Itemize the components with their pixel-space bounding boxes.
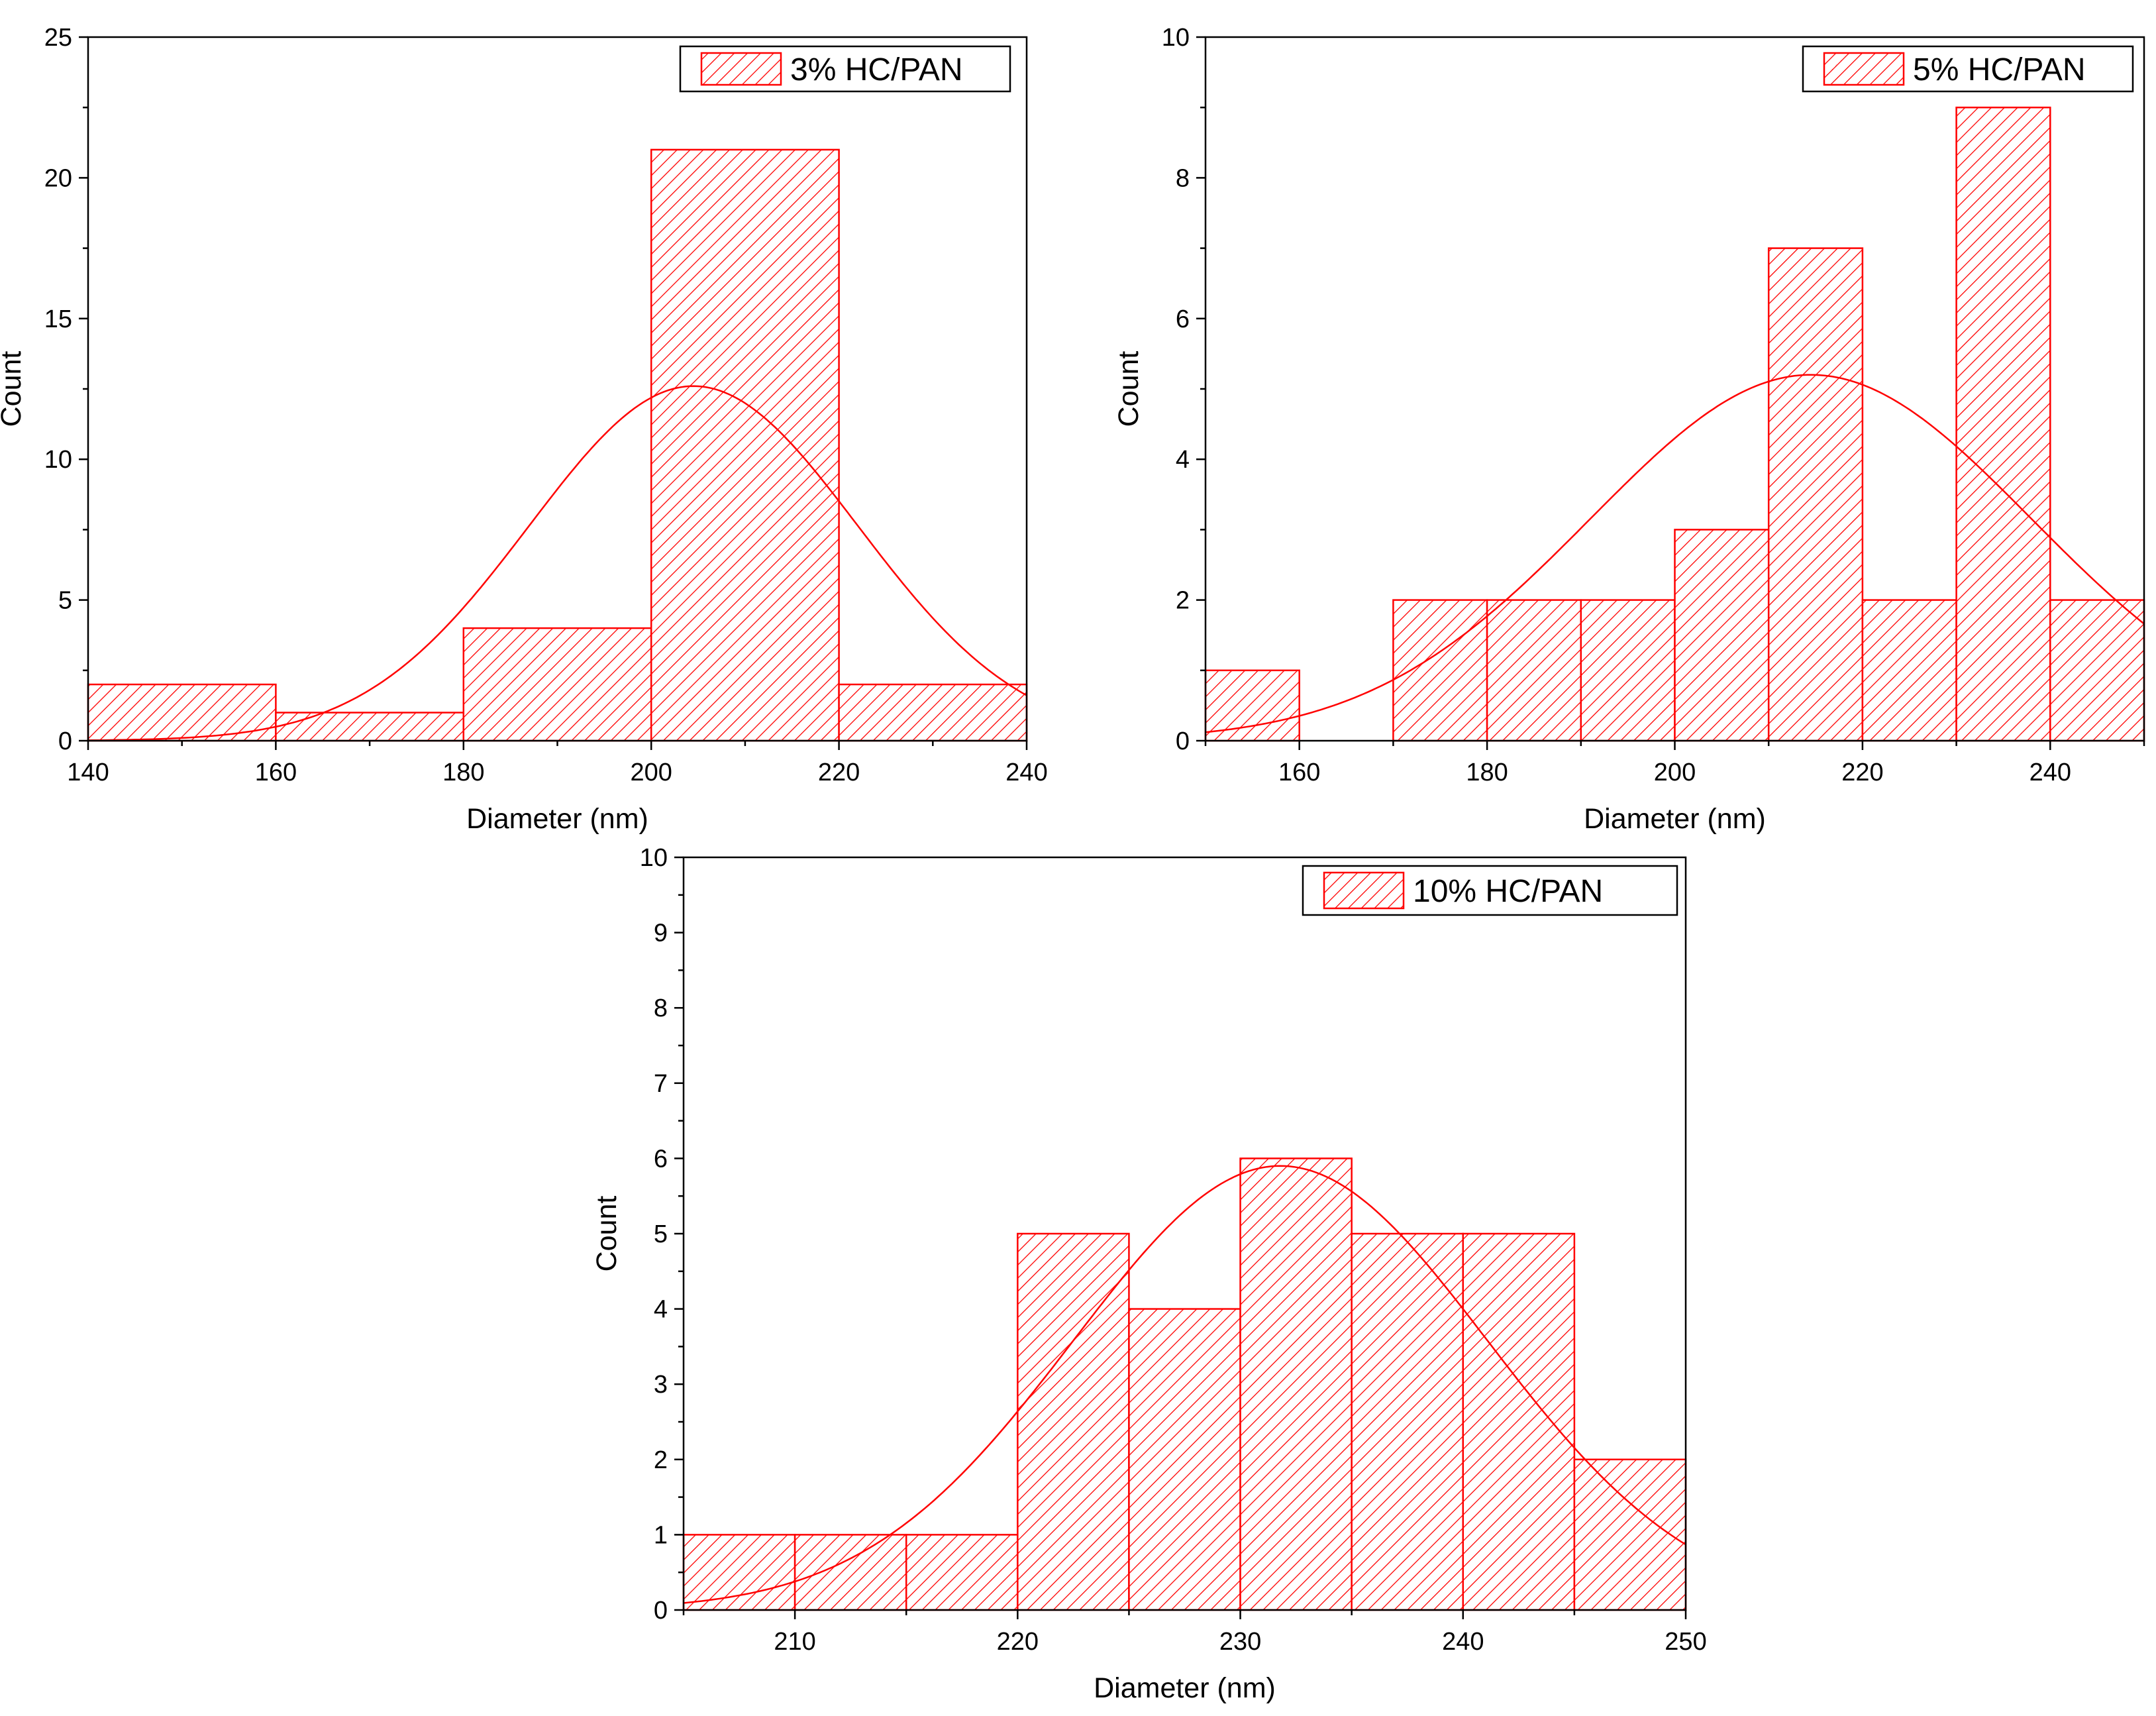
legend-swatch [1823,52,1905,86]
y-tick-label: 5 [654,1220,668,1248]
x-axis-title: Diameter (nm) [1094,1672,1276,1704]
histogram-bar [462,627,652,742]
histogram-bar [1392,599,1488,742]
y-tick-label: 3 [654,1371,668,1399]
histogram-panel-2: 160 180 200 220 240 0 2 4 6 8 10 Diameter (nm) Count… [1113,24,2145,835]
y-tick-label: 25 [44,24,72,52]
legend-label: 5% HC/PAN [1913,52,2086,87]
histogram-bar [905,1534,1019,1611]
histogram-bar [275,712,465,742]
y-tick-label: 2 [1176,587,1190,615]
histogram-bar [1462,1232,1576,1611]
y-tick-label: 6 [654,1145,668,1173]
y-tick-label: 15 [44,305,72,333]
normal-fit-curve [683,1165,1686,1604]
y-tick-label: 0 [654,1597,668,1625]
y-tick-label: 8 [1176,164,1190,192]
y-tick-label: 10 [640,844,668,872]
x-tick-label: 240 [1005,759,1047,786]
histogram-bar [1767,247,1864,742]
x-tick-label: 160 [1278,759,1320,786]
histogram-bar [1573,1458,1687,1611]
x-tick-label: 220 [818,759,860,786]
y-tick-label: 1 [654,1521,668,1549]
y-tick-label: 8 [654,994,668,1022]
y-tick-label: 2 [654,1446,668,1474]
x-tick-label: 220 [997,1628,1039,1656]
legend-label: 10% HC/PAN [1413,874,1603,909]
x-tick-label: 180 [442,759,484,786]
histogram-bar [794,1534,907,1611]
x-axis-title: Diameter (nm) [1584,803,1766,835]
y-tick-label: 10 [44,446,72,474]
x-tick-label: 210 [774,1628,815,1656]
histogram-bar [1955,106,2051,742]
y-tick-label: 5 [58,587,72,615]
histogram-panel-3: 210 220 230 240 250 0 1 2 3 4 5 6 7 8 9 10 Diameter (nm)… [591,844,1707,1704]
normal-fit-curve [87,385,1027,741]
legend: 5% HC/PAN [1802,45,2134,93]
histogram-bar [1580,599,1676,742]
y-tick-label: 20 [44,164,72,192]
histogram-bar [682,1534,796,1611]
histogram-bar [1861,599,1957,742]
x-tick-label: 200 [630,759,672,786]
x-tick-label: 160 [255,759,297,786]
x-tick-label: 140 [67,759,109,786]
x-tick-label: 200 [1654,759,1696,786]
y-tick-label: 10 [1162,24,1190,52]
histogram-bar [1128,1308,1241,1611]
histogram-bar [1486,599,1582,742]
y-tick-label: 4 [654,1296,668,1324]
legend-swatch [700,52,782,86]
histogram-bar [87,683,277,742]
y-axis-title: Count [591,1196,623,1272]
histogram-panel-1: 140 160 180 200 220 240 0 5 10 15 20 25 Diameter (nm… [0,24,1048,835]
x-tick-label: 240 [1442,1628,1484,1656]
legend: 10% HC/PAN [1302,865,1678,916]
y-tick-label: 9 [654,920,668,947]
normal-fit-curve [1205,374,2145,733]
x-tick-label: 250 [1665,1628,1706,1656]
histogram-bar [650,148,840,742]
x-tick-label: 180 [1466,759,1508,786]
histogram-bar [1351,1232,1464,1611]
histogram-bar [1239,1157,1353,1611]
y-tick-label: 7 [654,1070,668,1098]
histogram-bar [1204,669,1300,742]
y-tick-label: 4 [1176,446,1190,474]
y-tick-label: 0 [58,727,72,755]
legend: 3% HC/PAN [679,45,1011,93]
y-axis-title: Count [1113,351,1145,427]
x-tick-label: 240 [2029,759,2071,786]
x-tick-label: 220 [1841,759,1883,786]
y-tick-label: 0 [1176,727,1190,755]
legend-label: 3% HC/PAN [790,52,963,87]
y-axis-title: Count [0,351,27,427]
histogram-bar [1674,529,1770,742]
legend-swatch [1323,871,1405,910]
histogram-bar [2049,599,2145,742]
y-tick-label: 6 [1176,305,1190,333]
x-tick-label: 230 [1219,1628,1261,1656]
x-axis-title: Diameter (nm) [466,803,648,835]
histogram-bar [838,683,1028,742]
